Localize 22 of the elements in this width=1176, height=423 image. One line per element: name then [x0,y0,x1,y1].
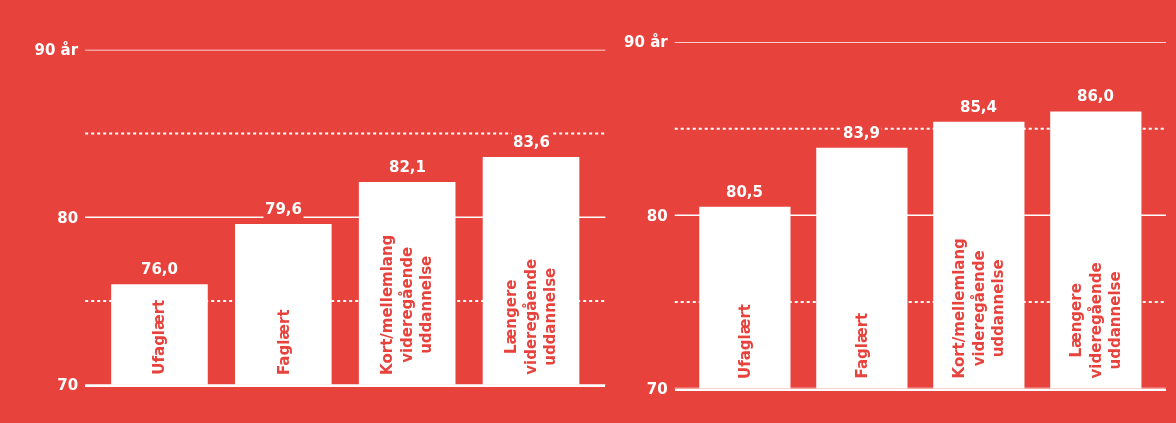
data-label: 86,0 [1077,87,1115,105]
y-tick-label: 90 år [34,41,79,60]
data-label: 80,5 [726,183,764,201]
x-tick-label: Kort/mellemlang videregående uddannelse [378,234,436,375]
x-tick-label: Kort/mellemlang videregående uddannelse [950,238,1008,379]
data-label: 83,6 [513,133,551,151]
data-label: 79,6 [265,200,303,218]
data-label: 83,9 [843,124,881,142]
data-label: 82,1 [389,158,427,176]
x-tick-label: Faglært [853,312,872,379]
x-tick-label: Ufaglært [735,303,754,379]
y-tick-label: 70 [646,379,668,398]
y-tick-label: 80 [57,208,79,227]
y-tick-label: 90 år [624,33,669,52]
x-tick-label: Længere videregående uddannelse [502,258,560,375]
data-label: 76,0 [141,260,179,278]
x-tick-label: Ufaglært [150,299,169,375]
x-tick-label: Længere videregående uddannelse [1067,262,1125,379]
x-tick-label: Faglært [274,309,293,376]
y-tick-label: 80 [646,206,668,225]
y-tick-label: 70 [57,376,79,394]
data-label: 85,4 [960,98,998,116]
